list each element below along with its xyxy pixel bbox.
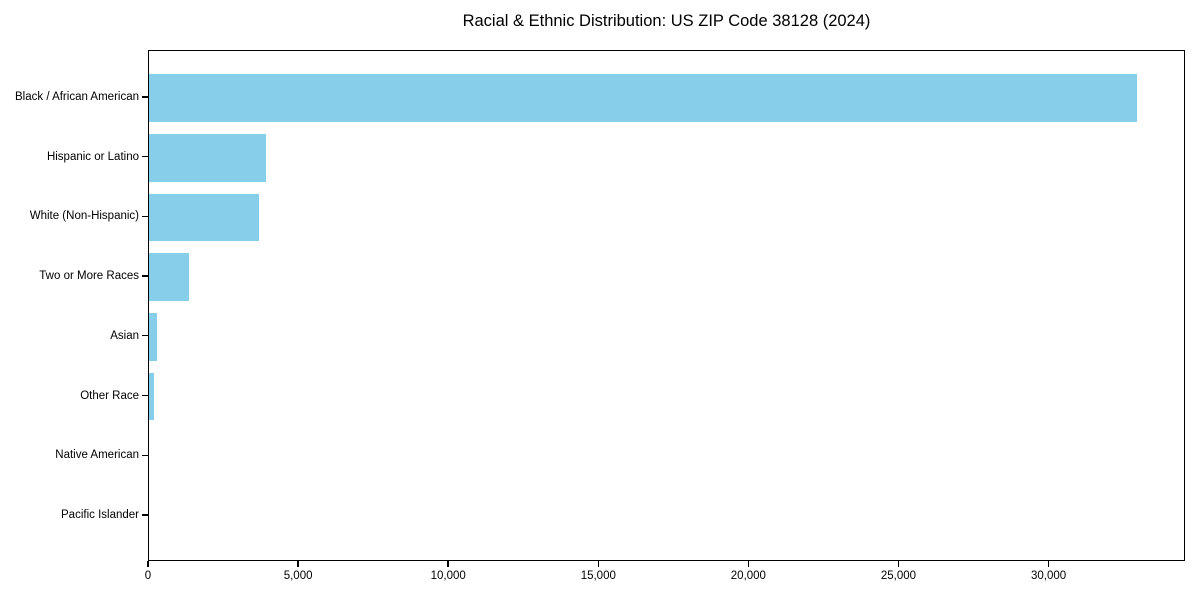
x-tick-label: 30,000 <box>1030 570 1067 582</box>
y-tick-mark <box>142 156 148 158</box>
y-tick-label: Two or More Races <box>39 270 139 283</box>
y-tick-label: Black / African American <box>15 91 139 103</box>
x-tick-mark <box>597 561 599 567</box>
y-tick-mark <box>142 96 148 98</box>
plot-area <box>148 50 1185 561</box>
bar-other-race <box>149 372 154 421</box>
bar-hispanic-or-latino <box>149 133 267 182</box>
x-tick-mark <box>747 561 750 567</box>
y-tick-label: Hispanic or Latino <box>46 150 139 163</box>
y-tick-mark <box>142 514 148 516</box>
x-tick-mark <box>147 561 149 567</box>
x-tick-mark <box>447 561 449 567</box>
bar-two-or-more-races <box>149 253 190 301</box>
y-tick-mark <box>142 394 148 397</box>
x-tick-mark <box>297 561 299 567</box>
y-tick-mark <box>142 335 148 337</box>
x-tick-label: 0 <box>144 570 152 582</box>
y-tick-mark <box>142 454 148 456</box>
y-tick-label: White (Non-Hispanic) <box>29 210 139 223</box>
x-tick-label: 25,000 <box>880 570 917 582</box>
y-tick-label: Pacific Islander <box>61 508 139 521</box>
y-tick-label: Other Race <box>80 389 139 402</box>
chart-title: Racial & Ethnic Distribution: US ZIP Cod… <box>462 12 871 30</box>
x-tick-label: 15,000 <box>580 570 616 582</box>
y-tick-label: Asian <box>110 329 139 342</box>
x-tick-label: 10,000 <box>430 570 466 582</box>
x-tick-mark <box>897 561 900 567</box>
x-tick-label: 5,000 <box>283 570 313 582</box>
x-tick-mark <box>1047 561 1050 567</box>
y-tick-mark <box>142 275 148 277</box>
y-tick-mark <box>142 215 148 218</box>
y-tick-label: Native American <box>55 449 139 462</box>
x-tick-label: 20,000 <box>730 570 766 582</box>
bar-asian <box>149 312 157 361</box>
bar-black-african-american <box>149 74 1137 122</box>
bar-white-non-hispanic <box>149 193 259 242</box>
